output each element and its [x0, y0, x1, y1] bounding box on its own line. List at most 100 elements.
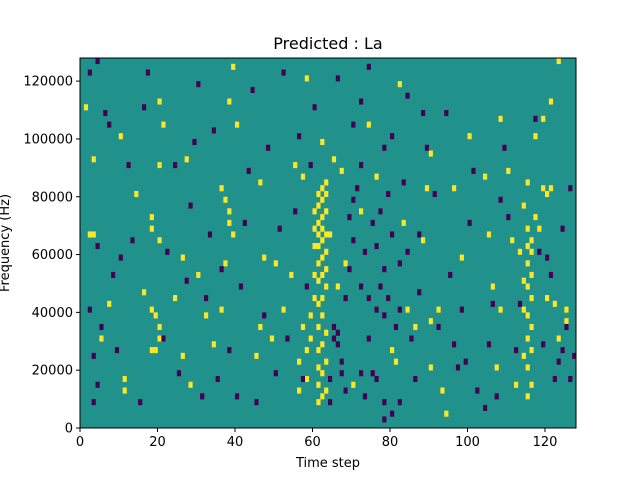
heatmap-cell [227, 98, 232, 105]
heatmap-cell [281, 69, 286, 76]
heatmap-cell [494, 364, 499, 371]
heatmap-cell [324, 248, 329, 255]
heatmap-cell [556, 358, 561, 365]
heatmap-cell [413, 375, 418, 383]
heatmap-cell [223, 260, 228, 267]
heatmap-cell [316, 260, 321, 267]
heatmap-cell [273, 370, 278, 377]
heatmap-cell [312, 225, 317, 232]
heatmap-cell [390, 231, 395, 238]
x-tick-label: 60 [304, 435, 321, 450]
heatmap-cell [359, 98, 364, 105]
heatmap-cell [316, 323, 321, 331]
heatmap-cell [331, 156, 337, 163]
heatmap-cell [529, 237, 534, 244]
heatmap-cell [316, 300, 321, 307]
heatmap-cell [254, 352, 259, 359]
heatmap-cell [525, 335, 530, 342]
heatmap-cell [312, 243, 317, 250]
heatmap-cell [91, 156, 96, 163]
heatmap-cell [339, 370, 344, 377]
heatmap-cell [548, 185, 554, 192]
heatmap-cell [382, 312, 387, 319]
heatmap-cell [529, 323, 534, 331]
y-tick-label: 60000 [32, 248, 73, 263]
heatmap-cell [560, 347, 565, 354]
heatmap-cell [281, 306, 286, 313]
heatmap-cell [308, 335, 313, 342]
heatmap-cell [405, 306, 410, 313]
heatmap-cell [335, 329, 340, 336]
heatmap-cell [308, 162, 313, 169]
heatmap-cell [180, 352, 185, 359]
heatmap-cell [328, 375, 333, 383]
heatmap-cell [529, 381, 534, 388]
heatmap-cell [374, 306, 379, 313]
heatmap-cell [300, 323, 306, 331]
heatmap-cell [312, 271, 317, 278]
heatmap-cell [362, 393, 368, 400]
y-tick-label: 80000 [32, 190, 73, 205]
heatmap-cell [351, 121, 356, 128]
heatmap-cell [537, 248, 542, 255]
heatmap-cell [95, 243, 100, 250]
heatmap-cell [157, 237, 162, 244]
heatmap-cell [316, 190, 321, 198]
heatmap-cell [320, 214, 325, 221]
heatmap-cell [366, 335, 371, 342]
heatmap-cell [328, 399, 333, 406]
heatmap-cell [316, 202, 321, 209]
heatmap-cell [246, 167, 251, 174]
heatmap-background [80, 58, 576, 428]
heatmap-cell [149, 214, 154, 221]
heatmap-cell [262, 254, 267, 261]
heatmap-cell [533, 214, 538, 221]
heatmap-cell [157, 335, 162, 342]
heatmap-cell [320, 225, 325, 232]
heatmap-cell [362, 248, 368, 255]
heatmap-cell [91, 352, 96, 359]
heatmap-cell [316, 231, 321, 238]
heatmap-cell [320, 271, 325, 278]
heatmap-cell [537, 225, 542, 232]
heatmap-cell [390, 133, 395, 140]
heatmap-cell [184, 156, 189, 163]
heatmap-cell [324, 208, 329, 215]
heatmap-cell [517, 300, 523, 307]
heatmap-cell [149, 225, 154, 232]
heatmap-cell [390, 410, 395, 417]
heatmap-cell [324, 283, 329, 290]
heatmap-cell [165, 248, 170, 255]
heatmap-cell [173, 162, 178, 169]
x-tick-label: 20 [149, 435, 166, 450]
heatmap-cell [107, 121, 112, 128]
heatmap-cell [324, 190, 329, 198]
heatmap-cell [300, 173, 306, 180]
heatmap-cell [335, 341, 340, 348]
x-axis-ticks: 0 20 40 60 80 100 120 [76, 428, 557, 450]
heatmap-cell [316, 243, 321, 250]
heatmap-cell [366, 63, 371, 70]
heatmap-cell [320, 196, 325, 203]
heatmap-cell [207, 231, 213, 238]
heatmap-cell [277, 225, 282, 232]
heatmap-cell [428, 150, 433, 157]
heatmap-cell [118, 254, 123, 261]
heatmap-cell [219, 266, 224, 273]
heatmap-cell [223, 196, 228, 203]
heatmap-cell [297, 358, 302, 365]
heatmap-cell [103, 110, 108, 117]
y-axis-label: Frequency (Hz) [0, 194, 13, 292]
heatmap-cell [525, 225, 530, 232]
heatmap-cell [130, 237, 135, 244]
heatmap-cell [378, 283, 383, 290]
heatmap-cell [188, 202, 193, 209]
x-tick-label: 40 [227, 435, 244, 450]
heatmap-cell [506, 167, 511, 174]
heatmap-cell [471, 167, 476, 174]
heatmap-cell [142, 104, 147, 111]
heatmap-cell [308, 312, 313, 319]
heatmap-cell [560, 225, 565, 232]
heatmap-cell [424, 185, 430, 192]
heatmap-cell [409, 335, 414, 342]
